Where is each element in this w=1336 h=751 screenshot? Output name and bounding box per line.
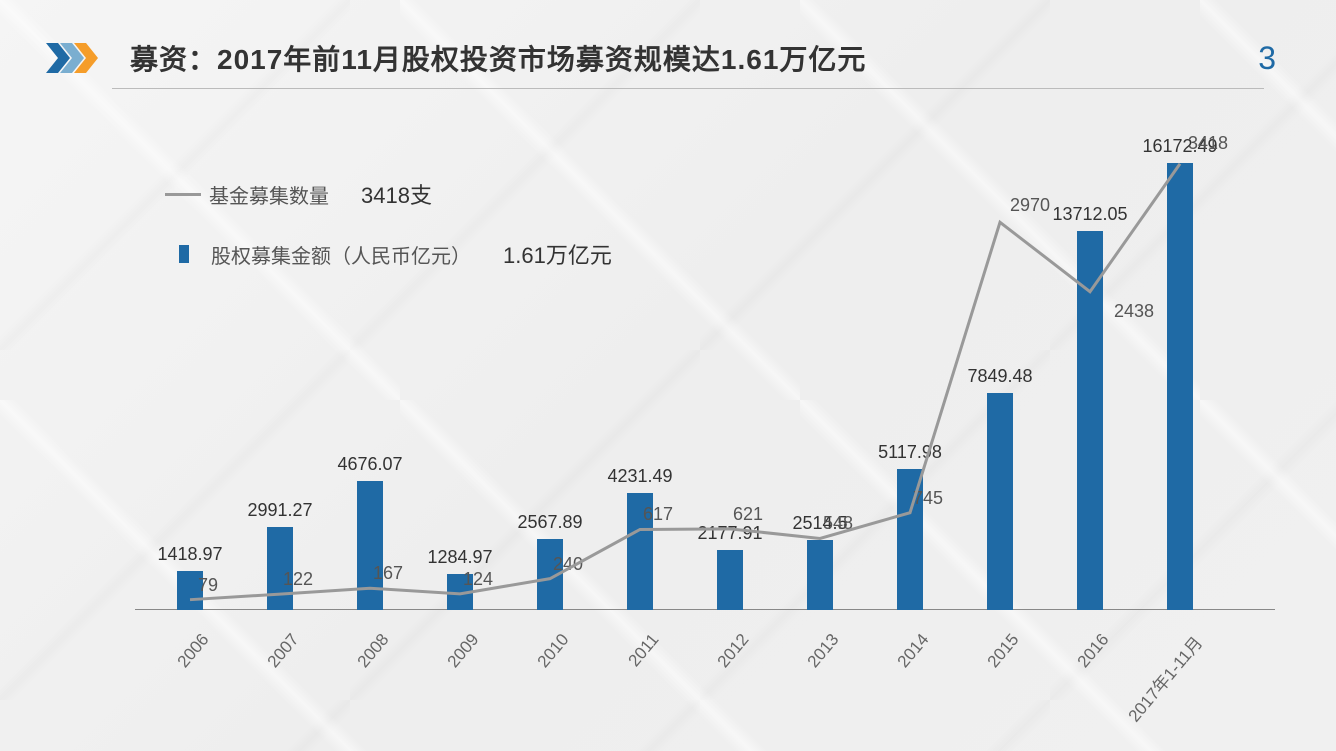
x-axis-label: 2015 [984,630,1024,672]
bar [357,481,383,610]
chevrons-icon [46,43,102,73]
bar-value-label: 2991.27 [247,500,312,521]
line-value-label: 745 [913,488,943,509]
slide-header: 募资：2017年前11月股权投资市场募资规模达1.61万亿元 3 [46,38,1276,78]
x-axis-label: 2008 [354,630,394,672]
bar-value-label: 1284.97 [427,547,492,568]
bar [807,540,833,610]
x-axis-label: 2017年1-11月 [1121,630,1207,726]
bar-value-label: 7849.48 [967,366,1032,387]
x-axis-label: 2009 [444,630,484,672]
x-axis-label: 2007 [264,630,304,672]
line-value-label: 167 [373,563,403,584]
bar-value-label: 2177.91 [697,523,762,544]
line-value-label: 617 [643,504,673,525]
bar-value-label: 2567.89 [517,512,582,533]
bar [987,393,1013,610]
line-value-label: 2438 [1114,301,1154,322]
line-value-label: 124 [463,569,493,590]
bar [1167,163,1193,610]
bar-value-label: 4231.49 [607,466,672,487]
x-axis-label: 2011 [624,630,663,671]
line-value-label: 548 [823,513,853,534]
line-value-label: 240 [553,554,583,575]
page-number: 3 [1258,40,1276,77]
bar [717,550,743,610]
x-axis-label: 2010 [534,630,574,672]
chevron-icon-group [46,43,102,73]
line-value-label: 122 [283,569,313,590]
x-axis-label: 2016 [1074,630,1114,672]
bar-value-label: 4676.07 [337,454,402,475]
chart-baseline [135,609,1275,610]
x-axis-label: 2012 [714,630,754,672]
line-value-label: 2970 [1010,195,1050,216]
line-value-label: 621 [733,504,763,525]
x-axis-label: 2006 [174,630,214,672]
line-value-label: 3418 [1188,133,1228,154]
bar-value-label: 13712.05 [1052,204,1127,225]
bar-value-label: 1418.97 [157,544,222,565]
title-underline [112,88,1264,89]
slide-title: 募资：2017年前11月股权投资市场募资规模达1.61万亿元 [130,38,866,78]
x-axis-label: 2014 [894,630,934,672]
bar [1077,231,1103,610]
x-axis-label: 2013 [804,630,844,672]
bar-value-label: 5117.98 [878,442,942,463]
line-value-label: 79 [198,575,218,596]
combo-chart: 1418.977920062991.2712220074676.07167200… [135,140,1275,610]
